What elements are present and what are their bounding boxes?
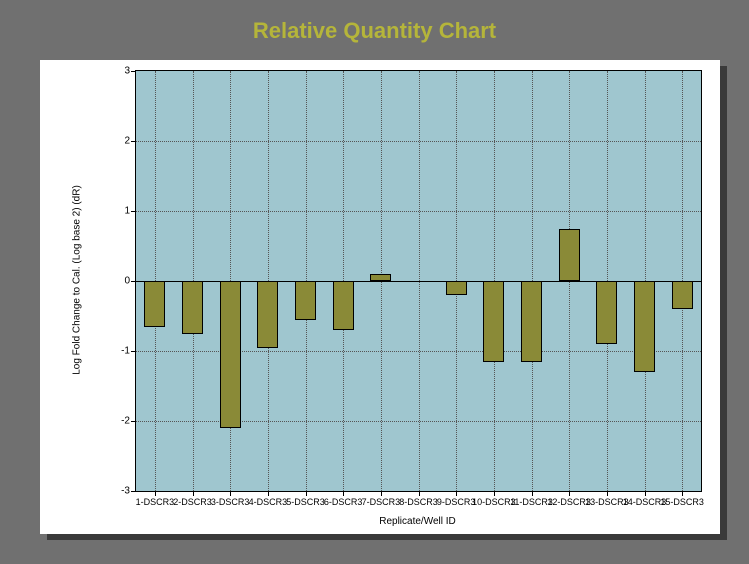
bar [672,281,693,309]
bar [596,281,617,344]
xtick-mark [645,491,646,496]
xtick-mark [456,491,457,496]
gridline-v [569,71,570,491]
ytick-label: 1 [124,206,130,217]
bar [483,281,504,362]
xtick-mark [607,491,608,496]
xtick-label: 15-DSCR3 [660,497,704,507]
ytick-mark [131,351,136,352]
xtick-label: 1-DSCR3 [136,497,175,507]
xtick-mark [193,491,194,496]
xtick-mark [230,491,231,496]
xtick-label: 10-DSCR3 [472,497,516,507]
ytick-label: -3 [121,486,130,497]
xtick-label: 2-DSCR3 [173,497,212,507]
ytick-label: -1 [121,346,130,357]
ytick-label: 2 [124,136,130,147]
bar [257,281,278,348]
xtick-label: 9-DSCR3 [437,497,476,507]
xtick-mark [155,491,156,496]
xtick-mark [306,491,307,496]
bar [220,281,241,428]
xtick-label: 6-DSCR3 [324,497,363,507]
bar [333,281,354,330]
chart-panel: -3 -2 -1 0 1 2 3 1-DSCR32-DSCR33-DSCR34-DSCR35-… [40,60,720,534]
bar [370,274,391,281]
xtick-mark [343,491,344,496]
bar [634,281,655,372]
bar [559,229,580,282]
bar [295,281,316,320]
plot-area: -3-2-101231-DSCR32-DSCR33-DSCR34-DSCR35-… [135,70,702,492]
bar [446,281,467,295]
bar [144,281,165,327]
xtick-mark [682,491,683,496]
gridline-v [419,71,420,491]
x-axis-title: Replicate/Well ID [379,516,456,527]
xtick-mark [268,491,269,496]
ytick-mark [131,421,136,422]
xtick-mark [569,491,570,496]
xtick-label: 4-DSCR3 [249,497,288,507]
xtick-mark [381,491,382,496]
xtick-label: 8-DSCR3 [399,497,438,507]
ytick-label: -2 [121,416,130,427]
xtick-mark [494,491,495,496]
y-axis-title: Log Fold Change to Cal. (Log base 2) (dR… [72,185,83,375]
xtick-mark [419,491,420,496]
xtick-label: 3-DSCR3 [211,497,250,507]
ytick-label: 3 [124,66,130,77]
xtick-label: 5-DSCR3 [286,497,325,507]
ytick-label: 0 [124,276,130,287]
ytick-mark [131,71,136,72]
bar [521,281,542,362]
ytick-mark [131,211,136,212]
xtick-label: 7-DSCR3 [362,497,401,507]
ytick-mark [131,141,136,142]
chart-title: Relative Quantity Chart [0,0,749,54]
xtick-mark [532,491,533,496]
gridline-v [381,71,382,491]
ytick-mark [131,491,136,492]
bar [182,281,203,334]
